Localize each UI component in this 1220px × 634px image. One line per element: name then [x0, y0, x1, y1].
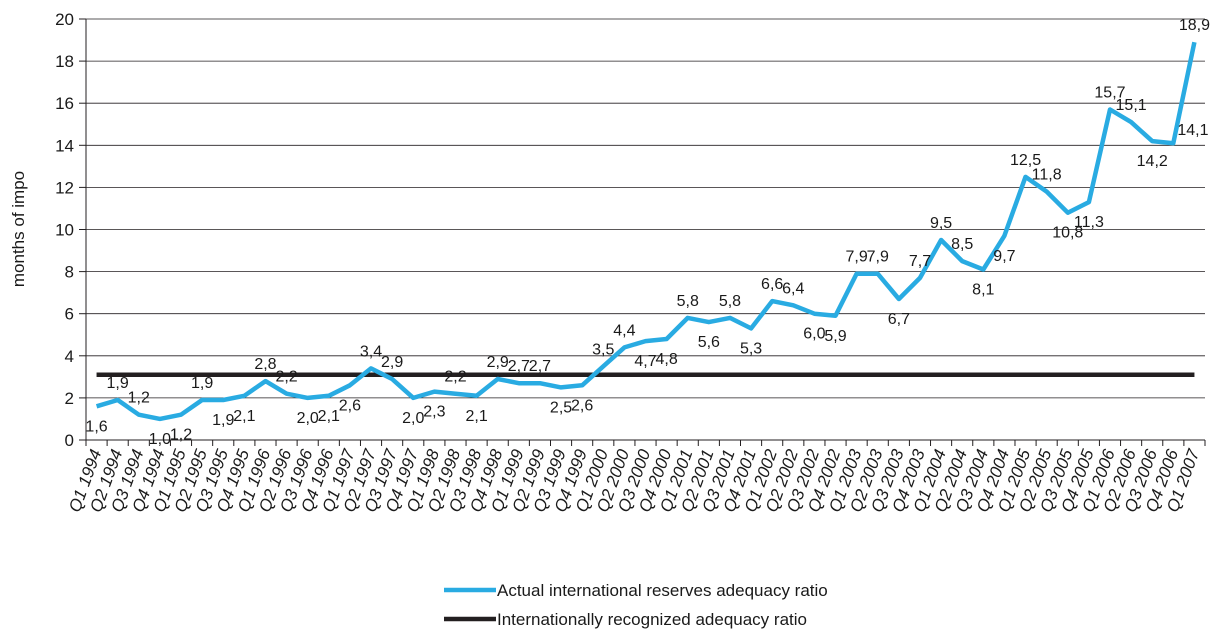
- data-label: 5,8: [677, 293, 699, 310]
- legend-item-actual-ratio: Actual international reserves adequacy r…: [444, 581, 828, 600]
- data-label: 2,5: [550, 399, 572, 416]
- data-label: 6,0: [803, 326, 825, 343]
- y-tick-label: 2: [65, 389, 74, 408]
- data-label: 15,1: [1116, 97, 1147, 114]
- y-axis-title: months of impo: [9, 171, 28, 287]
- data-label: 2,1: [233, 408, 255, 425]
- y-tick-label: 6: [65, 305, 74, 324]
- y-tick-label: 8: [65, 263, 74, 282]
- y-tick-label: 20: [55, 10, 74, 29]
- y-tick-label: 12: [55, 178, 74, 197]
- y-tick-label: 10: [55, 221, 74, 240]
- y-tick-label: 18: [55, 52, 74, 71]
- data-label: 5,9: [824, 328, 846, 345]
- data-label: 8,5: [951, 236, 973, 253]
- y-tick-label: 16: [55, 94, 74, 113]
- data-label: 10,8: [1052, 225, 1083, 242]
- data-label: 5,3: [740, 340, 762, 357]
- data-label: 12,5: [1010, 152, 1041, 169]
- data-label: 2,2: [444, 369, 466, 386]
- data-label: 2,6: [339, 397, 361, 414]
- data-label: 2,1: [318, 408, 340, 425]
- data-label: 7,7: [909, 253, 931, 270]
- y-tick-label: 0: [65, 431, 74, 450]
- data-label: 2,3: [423, 404, 445, 421]
- data-label: 2,2: [275, 369, 297, 386]
- y-tick-labels: 0 2 4 6 8 10 12 14 16 18 20: [55, 10, 74, 450]
- data-label: 7,9: [846, 249, 868, 266]
- data-label: 4,8: [655, 351, 677, 368]
- axes: [85, 19, 1206, 446]
- data-label: 1,9: [107, 375, 129, 392]
- data-label: 14,2: [1137, 153, 1168, 170]
- data-labels: 1,61,91,21,01,21,91,92,12,82,22,02,12,63…: [85, 17, 1210, 448]
- data-label: 2,1: [465, 408, 487, 425]
- data-label: 11,3: [1074, 214, 1104, 231]
- data-label: 1,2: [128, 390, 150, 407]
- data-label: 1,6: [85, 418, 107, 435]
- data-label: 9,5: [930, 215, 952, 232]
- data-label: 6,6: [761, 276, 783, 293]
- data-label: 1,2: [170, 427, 192, 444]
- data-label: 15,7: [1094, 85, 1125, 102]
- data-label: 9,7: [993, 248, 1015, 265]
- data-label: 11,8: [1032, 167, 1062, 184]
- data-label: 2,8: [254, 356, 276, 373]
- data-label: 2,7: [508, 358, 530, 375]
- data-label: 5,6: [698, 334, 720, 351]
- data-label: 18,9: [1179, 17, 1210, 34]
- data-label: 4,4: [613, 322, 635, 339]
- data-label: 1,0: [149, 431, 171, 448]
- data-label: 14,1: [1177, 122, 1208, 139]
- data-label: 3,4: [360, 343, 382, 360]
- data-label: 2,6: [571, 397, 593, 414]
- data-label: 2,7: [529, 358, 551, 375]
- data-label: 2,9: [487, 354, 509, 371]
- data-label: 6,7: [888, 311, 910, 328]
- data-label: 1,9: [191, 375, 213, 392]
- data-label: 2,0: [297, 410, 319, 427]
- data-label: 8,1: [972, 281, 994, 298]
- data-label: 6,4: [782, 280, 804, 297]
- series-line-actual-ratio: [95, 41, 1197, 422]
- legend: Actual international reserves adequacy r…: [444, 581, 828, 629]
- data-label: 4,7: [634, 353, 656, 370]
- legend-item-recognized-ratio: Internationally recognized adequacy rati…: [444, 610, 807, 629]
- legend-label: Actual international reserves adequacy r…: [497, 581, 828, 600]
- legend-label: Internationally recognized adequacy rati…: [497, 610, 807, 629]
- data-label: 2,0: [402, 410, 424, 427]
- series-lines: [95, 41, 1197, 422]
- data-label: 3,5: [592, 341, 614, 358]
- data-label: 7,9: [867, 249, 889, 266]
- data-label: 2,9: [381, 354, 403, 371]
- data-label: 5,8: [719, 293, 741, 310]
- gridlines: [79, 18, 1205, 441]
- y-tick-label: 4: [65, 347, 74, 366]
- data-label: 1,9: [212, 412, 234, 429]
- y-tick-label: 14: [55, 136, 74, 155]
